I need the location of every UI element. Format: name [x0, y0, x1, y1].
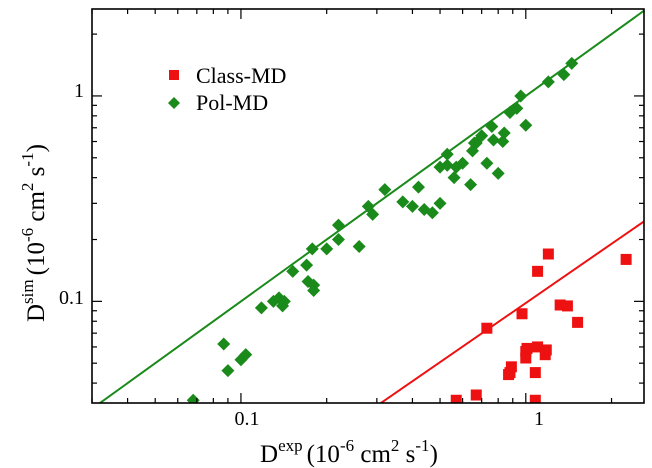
data-point-pol-md [352, 239, 366, 253]
data-point-pol-md [464, 178, 478, 192]
data-point-pol-md [514, 89, 528, 103]
data-point-pol-md [440, 158, 454, 172]
data-point-pol-md [440, 147, 454, 161]
legend: Class-MD Pol-MD [168, 63, 286, 115]
axis-ticks [91, 9, 644, 403]
data-point-class-md [532, 265, 544, 277]
fit-line-class-md [380, 220, 644, 403]
data-point-pol-md [396, 195, 410, 209]
plot-frame [91, 8, 645, 404]
data-point-pol-md [433, 196, 447, 210]
data-point-pol-md [475, 129, 489, 143]
data-point-pol-md [277, 294, 291, 308]
data-point-pol-md [496, 135, 510, 149]
data-point-pol-md [425, 206, 439, 220]
data-point-pol-md [300, 258, 314, 272]
y-tick-label: 1 [74, 80, 84, 102]
data-point-pol-md [497, 126, 511, 140]
data-point-class-md [561, 300, 573, 312]
data-point-class-md [529, 367, 541, 379]
data-point-pol-md [411, 180, 425, 194]
data-point-class-md [620, 253, 632, 265]
data-point-class-md [504, 367, 516, 379]
data-point-class-md [521, 342, 533, 354]
data-point-pol-md [307, 283, 321, 297]
data-point-pol-md [519, 118, 533, 132]
data-point-pol-md [217, 337, 231, 351]
data-point-pol-md [186, 393, 200, 403]
data-point-pol-md [491, 166, 505, 180]
data-point-pol-md [557, 68, 571, 82]
data-point-pol-md [485, 119, 499, 133]
data-point-pol-md [331, 233, 345, 247]
data-point-pol-md [366, 207, 380, 221]
data-point-pol-md [331, 218, 345, 232]
x-axis-label: Dexp (10-6 cm2 s-1) [260, 436, 438, 468]
legend-label-pol-md: Pol-MD [196, 90, 268, 115]
data-point-pol-md [320, 242, 334, 256]
data-point-pol-md [405, 199, 419, 213]
legend-marker-class-md [169, 70, 179, 80]
data-point-pol-md [305, 242, 319, 256]
data-point-pol-md [254, 301, 268, 315]
data-point-class-md [554, 299, 566, 311]
legend-label-class-md: Class-MD [196, 63, 286, 88]
y-tick-label: 0.1 [59, 287, 84, 309]
data-point-pol-md [456, 156, 470, 170]
data-point-pol-md [239, 348, 253, 362]
data-point-class-md [450, 394, 462, 403]
data-point-class-md [542, 248, 554, 260]
data-point-class-md [529, 394, 541, 403]
data-point-class-md [516, 308, 528, 320]
x-tick-label: 0.1 [235, 408, 260, 430]
data-point-class-md [540, 344, 552, 356]
data-point-pol-md [447, 171, 461, 185]
data-points [186, 56, 632, 403]
data-point-pol-md [541, 75, 555, 89]
data-point-pol-md [510, 101, 524, 115]
y-axis-label: Dsim(10-6 cm2 s-1) [18, 144, 50, 322]
data-point-class-md [532, 341, 544, 353]
data-point-class-md [481, 322, 493, 334]
data-point-class-md [520, 352, 532, 364]
data-point-class-md [572, 316, 584, 328]
x-tick-label: 1 [534, 408, 544, 430]
data-point-pol-md [286, 264, 300, 278]
legend-marker-pol-md [168, 97, 180, 109]
data-point-class-md [505, 361, 517, 373]
data-point-pol-md [565, 56, 579, 70]
data-point-pol-md [480, 156, 494, 170]
data-point-pol-md [221, 364, 235, 378]
data-point-pol-md [378, 183, 392, 197]
data-point-class-md [470, 389, 482, 401]
data-point-pol-md [486, 133, 500, 147]
